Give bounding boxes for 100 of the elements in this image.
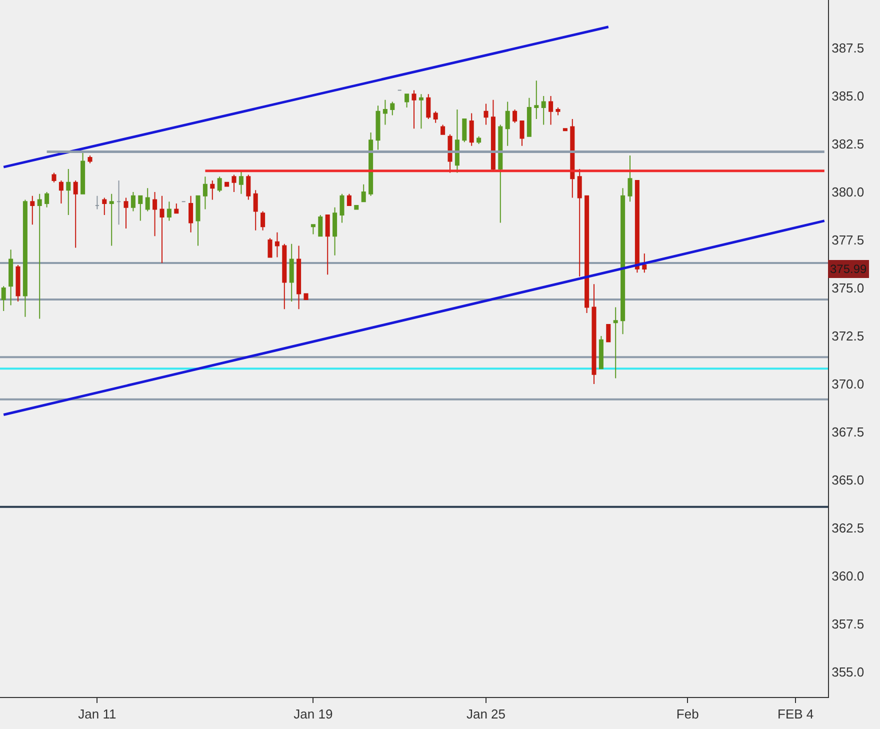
candlestick [145, 188, 150, 212]
candlestick [325, 214, 330, 276]
y-tick-label: 377.5 [832, 232, 864, 248]
candlestick [376, 105, 380, 150]
candlestick [490, 99, 496, 172]
candlestick [404, 94, 410, 108]
candlestick [253, 190, 258, 231]
y-tick-label: 355.0 [832, 664, 864, 680]
candlestick [577, 168, 582, 277]
candlestick [476, 136, 482, 145]
candlestick [570, 118, 575, 198]
candlestick [592, 284, 596, 385]
candlestick [37, 193, 42, 320]
candlestick [268, 238, 272, 258]
x-tick-label: Feb [676, 706, 699, 722]
y-tick-label: 375.0 [832, 280, 864, 296]
candlestick [412, 90, 416, 130]
candlestick [556, 107, 560, 116]
candlestick [310, 224, 316, 235]
candlestick [58, 180, 64, 204]
candlestick [274, 232, 280, 258]
candlestick [534, 80, 539, 120]
candlestick [22, 199, 28, 318]
candlestick [368, 132, 374, 196]
x-tick-label: Jan 25 [466, 706, 506, 722]
candlestick [562, 128, 568, 132]
candlestick [548, 96, 554, 126]
candlestick [196, 195, 200, 246]
candlestick [520, 120, 524, 146]
candlestick [102, 197, 107, 216]
candlestick [440, 124, 446, 135]
x-tick-label: Jan 11 [78, 706, 116, 722]
candlestick [152, 192, 158, 237]
candlestick [282, 243, 287, 310]
candlestick [354, 204, 359, 210]
candlestick [620, 188, 626, 335]
candlestick [73, 180, 78, 248]
candlestick [238, 170, 244, 194]
y-tick-label: 387.5 [832, 40, 864, 56]
candlestick [526, 97, 532, 137]
y-tick-label: 372.5 [832, 328, 864, 344]
candlestick [116, 180, 122, 226]
candlestick [318, 214, 323, 237]
y-tick-label: 362.5 [832, 520, 864, 536]
y-tick-label: 385.0 [832, 88, 864, 104]
candlestick [8, 249, 14, 306]
candlestick [340, 193, 344, 224]
candlestick [30, 195, 35, 226]
candlestick [217, 176, 222, 193]
candlestick [166, 201, 172, 222]
candlestick [246, 174, 251, 200]
candlestick [498, 124, 503, 224]
candlestick [44, 192, 50, 208]
candlestick [94, 195, 100, 210]
candlestick [390, 101, 395, 116]
candlestick [382, 99, 388, 126]
candlestick [188, 195, 194, 233]
candlestick [418, 94, 424, 130]
candlestick [52, 172, 56, 183]
candlestick [232, 174, 236, 193]
candlestick [642, 252, 647, 274]
candlestick [606, 324, 611, 342]
candlestick [448, 134, 452, 174]
candlestick [210, 180, 215, 200]
y-tick-label: 357.5 [832, 616, 864, 632]
candlestick [88, 155, 92, 164]
candlestick [512, 108, 518, 124]
candlestick [433, 110, 438, 124]
candlestick [613, 306, 618, 379]
candlestick [454, 108, 460, 174]
candlestick [584, 195, 590, 314]
candlestick [1, 286, 6, 312]
y-tick-label: 370.0 [832, 376, 864, 392]
candlestick [224, 182, 230, 187]
candlestick [346, 193, 352, 206]
candlestick [124, 197, 128, 229]
candlestick [505, 101, 510, 146]
candlestick [304, 293, 308, 300]
candlestick [260, 210, 266, 231]
y-tick-label: 380.0 [832, 184, 864, 200]
candlestick [80, 151, 86, 194]
candlestick [598, 336, 604, 370]
candlestick [130, 192, 136, 212]
candlestick [634, 180, 640, 274]
y-tick-label: 367.5 [832, 424, 864, 440]
candlestick [296, 245, 302, 310]
candlestick [426, 94, 431, 120]
y-tick-label: 365.0 [832, 472, 864, 488]
candlestick [109, 193, 114, 246]
y-tick-label: 360.0 [832, 568, 864, 584]
candlestick [361, 184, 366, 202]
candlestick [202, 176, 208, 210]
candlestick [541, 96, 546, 126]
candlestick [462, 118, 467, 143]
annotation: 375.99 [830, 262, 868, 276]
x-tick-label: Jan 19 [294, 706, 333, 722]
candlestick [174, 203, 179, 214]
candlestick [160, 195, 164, 264]
candlestick [138, 195, 143, 222]
y-tick-label: 382.5 [832, 136, 864, 152]
